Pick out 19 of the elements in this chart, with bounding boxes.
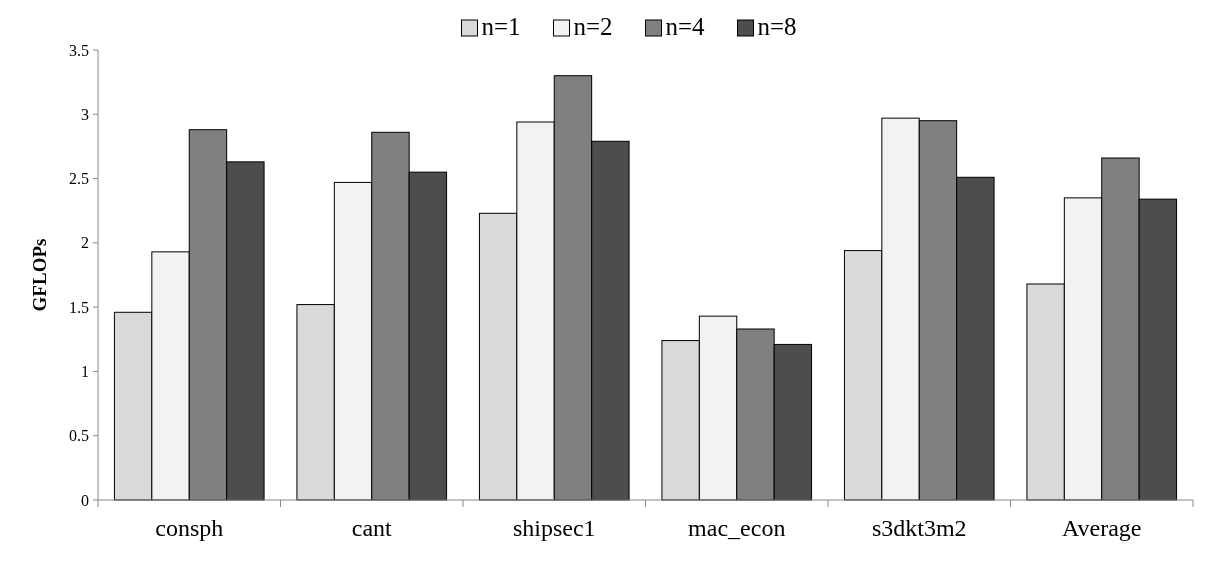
legend-label: n=1 [481,13,521,40]
y-tick-label: 2 [81,234,89,252]
x-tick-label: Average [1062,515,1142,541]
x-tick-label: cant [351,515,393,541]
y-tick-label: 3 [81,105,89,123]
x-tick-label: s3dkt3m2 [871,515,967,541]
y-tick-label: 1.5 [69,298,89,316]
y-axis-title: GFLOPs [29,238,50,312]
x-tick-label: consph [155,515,224,541]
y-tick-label: 0.5 [69,427,89,445]
legend-label: n=2 [573,13,613,40]
y-tick-label: 2.5 [69,170,89,188]
y-tick-label: 3.5 [69,41,89,59]
x-tick-label: shipsec1 [512,515,596,541]
y-tick-label: 1 [81,363,89,381]
legend-label: n=8 [757,13,797,40]
y-tick-label: 0 [81,491,89,509]
x-tick-label: mac_econ [688,515,786,541]
legend-label: n=4 [665,13,706,40]
